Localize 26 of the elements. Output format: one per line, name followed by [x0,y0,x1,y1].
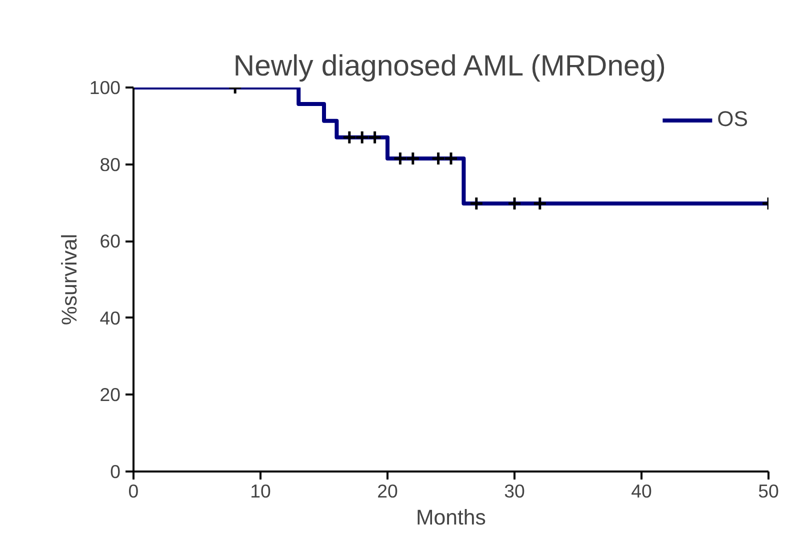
x-tick-label: 30 [504,480,525,502]
legend-label: OS [717,107,748,132]
x-axis-title: Months [416,506,486,530]
y-axis-title: %survival [57,234,82,326]
point [532,196,548,211]
point [507,196,522,211]
x-tick-label: 10 [250,480,271,502]
point [431,151,446,166]
point [342,130,357,145]
y-tick-label: 80 [100,154,121,175]
y-tick-label: 40 [100,307,121,328]
x-tick-label: 40 [631,480,652,502]
y-tick-label: 60 [100,230,121,252]
x-tick-label: 50 [758,480,779,502]
y-tick-label: 20 [100,384,121,406]
y-tick-label: 100 [89,77,121,98]
chart-title: Newly diagnosed AML (MRDneg) [233,50,666,82]
y-tick-label: 0 [110,461,121,482]
point [392,151,408,166]
x-tick-label: 0 [128,480,139,502]
point [444,151,458,166]
x-tick-label: 20 [377,480,398,502]
point [354,130,370,145]
point [368,130,382,145]
point [406,151,420,166]
point [469,196,484,211]
